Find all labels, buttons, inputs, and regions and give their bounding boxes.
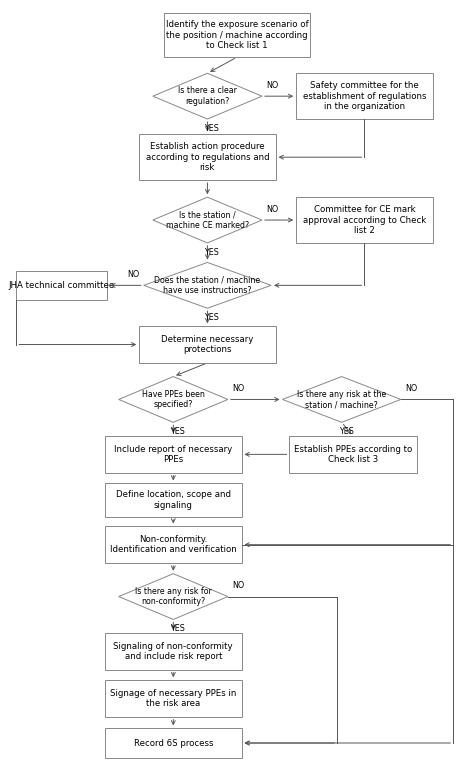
Text: NO: NO <box>127 270 139 279</box>
Text: YES: YES <box>171 624 185 634</box>
Text: Establish PPEs according to
Check list 3: Establish PPEs according to Check list 3 <box>294 444 412 464</box>
Text: Include report of necessary
PPEs: Include report of necessary PPEs <box>114 444 232 464</box>
FancyBboxPatch shape <box>139 135 276 180</box>
Text: Is the station /
machine CE marked?: Is the station / machine CE marked? <box>166 211 249 230</box>
Text: Record 6S process: Record 6S process <box>134 738 213 747</box>
Text: Signage of necessary PPEs in
the risk area: Signage of necessary PPEs in the risk ar… <box>110 689 237 708</box>
Text: YES: YES <box>205 124 219 133</box>
FancyBboxPatch shape <box>296 197 433 243</box>
Text: NO: NO <box>405 384 418 394</box>
Text: JHA technical committee: JHA technical committee <box>9 281 115 290</box>
Text: YES: YES <box>205 313 219 322</box>
Text: YES: YES <box>205 248 219 257</box>
FancyBboxPatch shape <box>289 436 417 473</box>
FancyBboxPatch shape <box>16 271 107 300</box>
Text: Determine necessary
protections: Determine necessary protections <box>161 335 254 355</box>
Text: Committee for CE mark
approval according to Check
list 2: Committee for CE mark approval according… <box>303 205 426 235</box>
Polygon shape <box>118 574 228 620</box>
Text: Establish action procedure
according to regulations and
risk: Establish action procedure according to … <box>146 142 269 172</box>
Text: Identify the exposure scenario of
the position / machine according
to Check list: Identify the exposure scenario of the po… <box>166 20 308 50</box>
Polygon shape <box>283 377 401 422</box>
Text: Does the station / machine
have use instructions?: Does the station / machine have use inst… <box>155 275 261 295</box>
Text: Signaling of non-conformity
and include risk report: Signaling of non-conformity and include … <box>113 642 233 661</box>
Text: NO: NO <box>266 205 279 214</box>
Polygon shape <box>153 197 262 243</box>
Polygon shape <box>118 377 228 422</box>
Text: Is there any risk at the
station / machine?: Is there any risk at the station / machi… <box>297 390 386 409</box>
FancyBboxPatch shape <box>139 326 276 363</box>
FancyBboxPatch shape <box>105 526 242 563</box>
Text: NO: NO <box>232 581 245 591</box>
Text: Is there any risk for
non-conformity?: Is there any risk for non-conformity? <box>135 587 212 606</box>
Text: YES: YES <box>171 428 185 436</box>
FancyBboxPatch shape <box>105 484 242 517</box>
Polygon shape <box>144 262 271 308</box>
Text: YES: YES <box>339 428 354 436</box>
FancyBboxPatch shape <box>105 436 242 473</box>
Text: Safety committee for the
establishment of regulations
in the organization: Safety committee for the establishment o… <box>303 82 426 111</box>
FancyBboxPatch shape <box>296 73 433 119</box>
Text: Is there a clear
regulation?: Is there a clear regulation? <box>178 86 237 106</box>
FancyBboxPatch shape <box>105 633 242 670</box>
Text: Define location, scope and
signaling: Define location, scope and signaling <box>116 491 231 510</box>
Text: Have PPEs been
specified?: Have PPEs been specified? <box>142 390 205 409</box>
FancyBboxPatch shape <box>164 13 310 57</box>
FancyBboxPatch shape <box>105 680 242 717</box>
Text: NO: NO <box>232 384 245 394</box>
FancyBboxPatch shape <box>105 728 242 757</box>
Polygon shape <box>153 73 262 119</box>
Text: NO: NO <box>266 81 279 90</box>
Text: Non-conformity.
Identification and verification: Non-conformity. Identification and verif… <box>110 535 237 554</box>
